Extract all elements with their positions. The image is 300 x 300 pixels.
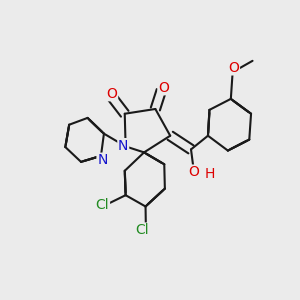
Text: O: O <box>188 165 199 179</box>
Text: N: N <box>97 153 108 167</box>
Text: O: O <box>106 86 117 100</box>
Text: Cl: Cl <box>96 198 109 212</box>
Text: O: O <box>158 81 169 94</box>
Text: H: H <box>205 167 215 181</box>
Text: O: O <box>228 61 239 75</box>
Text: Cl: Cl <box>135 223 149 237</box>
Text: N: N <box>118 139 128 153</box>
